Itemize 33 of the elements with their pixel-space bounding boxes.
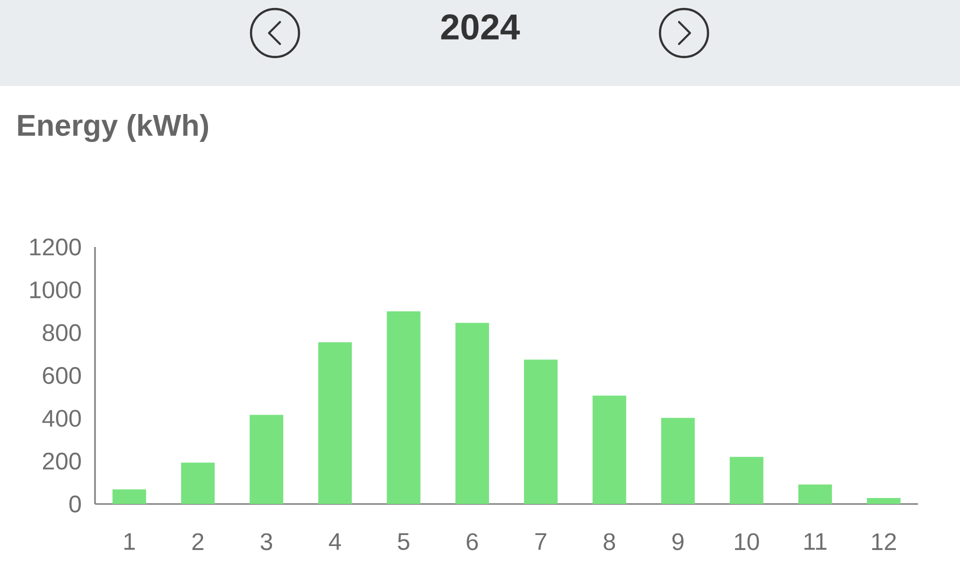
bar <box>455 322 490 504</box>
bar <box>524 360 558 504</box>
bar <box>386 311 420 504</box>
x-tick-label: 3 <box>260 533 272 550</box>
x-tick-label: 4 <box>328 533 342 550</box>
y-axis-title: Energy (kWh) <box>18 114 208 142</box>
y-tick-label: 0 <box>69 496 81 512</box>
bar <box>866 498 901 504</box>
x-tick-label: 5 <box>398 533 410 550</box>
bar <box>250 414 284 504</box>
bar <box>112 489 146 504</box>
x-tick-label: 12 <box>872 533 896 550</box>
y-tick-label: 200 <box>42 452 81 470</box>
y-tick-label: 800 <box>42 324 81 342</box>
chart-title: 2024 <box>441 14 520 40</box>
x-tick-label: 2 <box>192 533 204 550</box>
x-tick-label: 6 <box>466 533 478 550</box>
x-tick-label: 1 <box>124 533 135 550</box>
bar <box>181 462 215 504</box>
y-tick-label: 600 <box>42 367 81 384</box>
bar <box>318 342 352 504</box>
bar <box>798 484 832 504</box>
x-tick-label: 10 <box>735 533 759 550</box>
bar <box>661 418 695 504</box>
y-tick-label: 400 <box>42 410 81 427</box>
bar <box>730 456 764 504</box>
y-tick-label: 1000 <box>30 281 81 298</box>
x-tick-label: 9 <box>672 533 684 550</box>
bar <box>592 396 626 504</box>
x-tick-label: 11 <box>804 533 826 550</box>
y-tick-label: 1200 <box>30 238 81 256</box>
x-tick-label: 7 <box>535 533 546 550</box>
x-tick-label: 8 <box>604 533 616 550</box>
